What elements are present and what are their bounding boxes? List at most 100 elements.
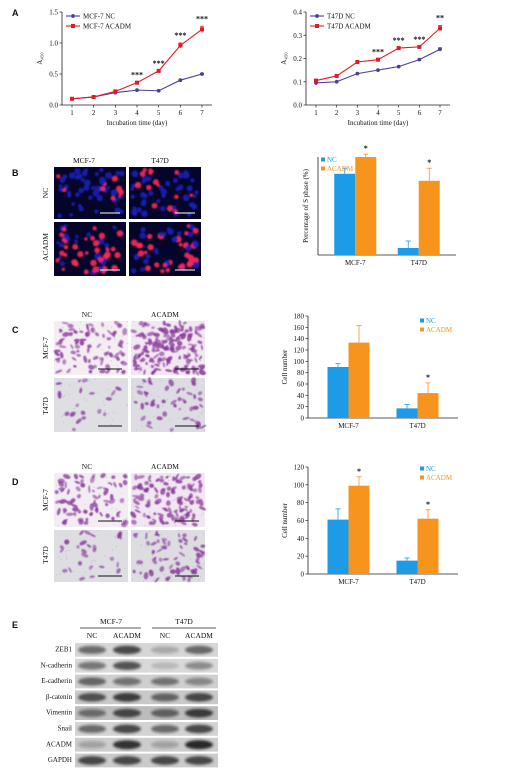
cell: [130, 187, 134, 191]
cell: [155, 335, 159, 340]
y-tick-label: 100: [294, 481, 305, 489]
micro-c-col-nc: NC: [82, 310, 92, 319]
pore: [195, 370, 197, 372]
pore: [153, 368, 155, 370]
pore: [118, 522, 120, 524]
x-tick-label: T47D: [411, 259, 427, 267]
cell: [111, 331, 116, 337]
cell: [117, 196, 121, 200]
cell: [93, 364, 98, 369]
cell: [174, 477, 179, 482]
pore: [103, 405, 105, 407]
pore: [55, 574, 57, 576]
pore: [173, 325, 175, 327]
cell: [106, 337, 112, 341]
pore: [145, 546, 147, 548]
pore: [189, 419, 191, 421]
pore: [83, 419, 85, 421]
cell: [168, 379, 174, 387]
cell: [97, 408, 102, 414]
wb-band: [185, 708, 213, 718]
legend-label: NC: [327, 156, 337, 164]
pore: [66, 558, 68, 560]
y-tick-label: 1.0: [49, 40, 58, 48]
cell: [180, 328, 184, 332]
cell: [123, 474, 128, 479]
cell: [139, 171, 146, 177]
cell: [75, 486, 81, 492]
cell: [116, 230, 124, 237]
y-tick-label: 0.0: [293, 102, 302, 110]
cell: [167, 228, 174, 235]
data-point: [355, 71, 360, 76]
wb-band: [151, 646, 179, 654]
wb-band-layer: [78, 708, 213, 718]
cell: [154, 487, 159, 494]
cell: [62, 474, 71, 480]
pore: [149, 492, 151, 494]
micrograph-grid-c-transwell: NC ACADM MCF-7 T47D: [41, 310, 207, 432]
cell: [196, 332, 203, 338]
pore: [184, 503, 186, 504]
cell: [101, 322, 105, 327]
cell: [151, 549, 155, 555]
wb-band: [151, 709, 179, 718]
pore: [152, 559, 154, 561]
micro-d-col-acadm: ACADM: [151, 462, 179, 471]
cell: [196, 565, 203, 570]
cell: [90, 476, 95, 484]
cell: [154, 493, 159, 499]
pore: [200, 413, 202, 415]
cell: [88, 364, 95, 370]
legend-swatch: [420, 475, 424, 480]
cell: [192, 241, 199, 248]
cell: [135, 364, 141, 368]
wb-protein-label: E-cadherin: [41, 677, 72, 685]
cell: [55, 369, 63, 374]
cell: [200, 344, 203, 351]
cell: [134, 366, 138, 370]
panel-label-c: C: [12, 325, 19, 335]
cell: [103, 412, 107, 417]
pore: [169, 581, 171, 583]
cell: [140, 227, 146, 233]
pore: [185, 410, 187, 412]
pore: [66, 554, 67, 556]
pore: [90, 345, 92, 347]
significance-marker: ***: [174, 31, 186, 40]
cell: [71, 356, 77, 361]
cell: [58, 328, 63, 332]
cell: [198, 323, 205, 329]
cell: [81, 416, 86, 420]
pore: [84, 571, 86, 573]
cell: [59, 250, 65, 256]
cell: [181, 345, 186, 350]
significance-marker: ***: [393, 36, 405, 45]
cell: [182, 321, 187, 325]
pore: [203, 429, 205, 431]
cell: [70, 344, 74, 350]
pore: [127, 334, 128, 336]
micro-b-col-t47d: T47D: [151, 156, 169, 165]
pore: [198, 579, 200, 581]
pore: [63, 396, 64, 398]
pore: [200, 564, 202, 566]
cell: [88, 512, 93, 517]
pore: [126, 405, 128, 407]
x-tick-label: 7: [200, 109, 204, 117]
micro-b-row-acadm: ACADM: [41, 233, 50, 261]
pore: [198, 415, 200, 417]
wb-band: [78, 661, 106, 670]
cell: [178, 242, 183, 247]
cell: [76, 349, 80, 353]
cell: [145, 265, 151, 272]
pore: [54, 359, 56, 361]
pore: [101, 348, 103, 350]
cell: [74, 168, 81, 175]
pore: [178, 369, 179, 371]
cell: [89, 391, 95, 395]
cell: [165, 267, 171, 273]
x-tick-label: 1: [70, 109, 74, 117]
x-tick-label: 1: [314, 109, 318, 117]
cell: [62, 509, 67, 514]
